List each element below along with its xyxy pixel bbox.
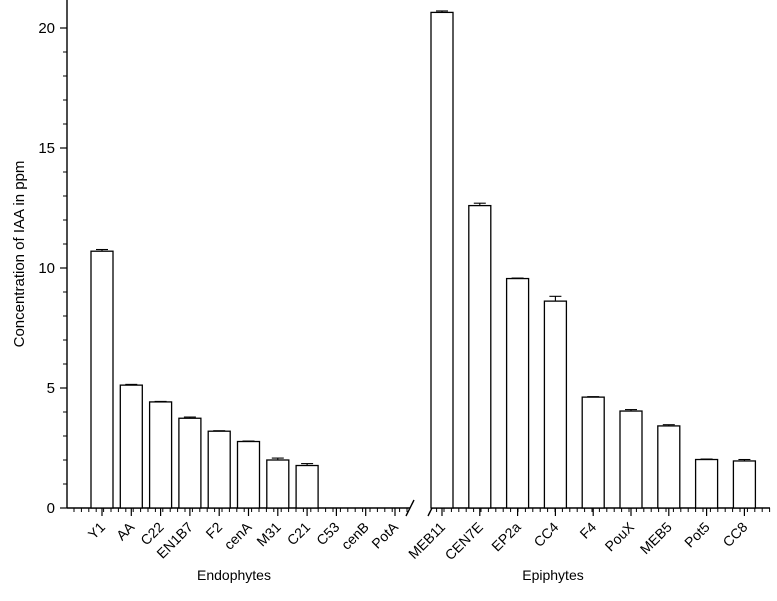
bar-c21 <box>295 464 319 509</box>
x-tick-label: CC4 <box>530 519 561 550</box>
bar-cen7e <box>468 204 492 509</box>
bar-poux <box>619 410 643 509</box>
x-tick-label: C21 <box>284 519 314 549</box>
x-tick-label: F4 <box>576 519 599 542</box>
x-tick-label: cenB <box>338 519 372 553</box>
y-tick-label: 0 <box>47 500 55 517</box>
y-tick-label: 10 <box>38 260 55 277</box>
bar-meb5 <box>657 425 681 509</box>
x-tick-label: Pot5 <box>681 519 713 551</box>
bar-y1 <box>90 250 114 509</box>
y-axis: 0 5 10 15 20 <box>38 0 68 517</box>
group-label-epiphytes: Epiphytes <box>522 567 583 583</box>
bar-en1b7 <box>178 417 202 509</box>
x-tick-label: PotA <box>368 518 401 551</box>
x-tick-label: F2 <box>202 519 225 542</box>
x-tick-label: M31 <box>253 519 284 550</box>
bar-f4 <box>581 396 605 509</box>
bar-cc4 <box>543 300 568 509</box>
x-tick-label: Y1 <box>85 519 109 543</box>
axis-break-mark <box>405 499 415 517</box>
x-tick-label: PouX <box>602 518 638 554</box>
y-tick-label: 20 <box>38 20 55 37</box>
bars <box>90 10 757 509</box>
x-tick-label: cenA <box>221 518 255 552</box>
bar-cc8 <box>732 460 757 509</box>
x-tick-label: AA <box>113 518 138 543</box>
y-tick-label: 15 <box>38 140 55 157</box>
bar-cena <box>236 440 261 509</box>
y-axis-title: Concentration of IAA in ppm <box>11 161 28 348</box>
x-tick-label: C53 <box>313 519 343 549</box>
y-tick-label: 5 <box>47 380 55 397</box>
bar-ep2a <box>505 277 530 509</box>
x-tick-label: MEB11 <box>405 519 448 562</box>
x-tick-label: CC8 <box>719 519 750 550</box>
x-tick-label: CEN7E <box>442 519 486 563</box>
bar-meb11 <box>430 11 454 509</box>
bar-aa <box>119 384 143 509</box>
bar-pot5 <box>694 458 719 509</box>
x-tick-label: MEB5 <box>637 519 675 557</box>
bar-m31 <box>266 459 290 509</box>
group-label-endophytes: Endophytes <box>197 567 271 583</box>
bar-c22 <box>148 401 173 509</box>
x-tick-label: EP2a <box>488 519 524 555</box>
bar-f2 <box>207 430 231 509</box>
